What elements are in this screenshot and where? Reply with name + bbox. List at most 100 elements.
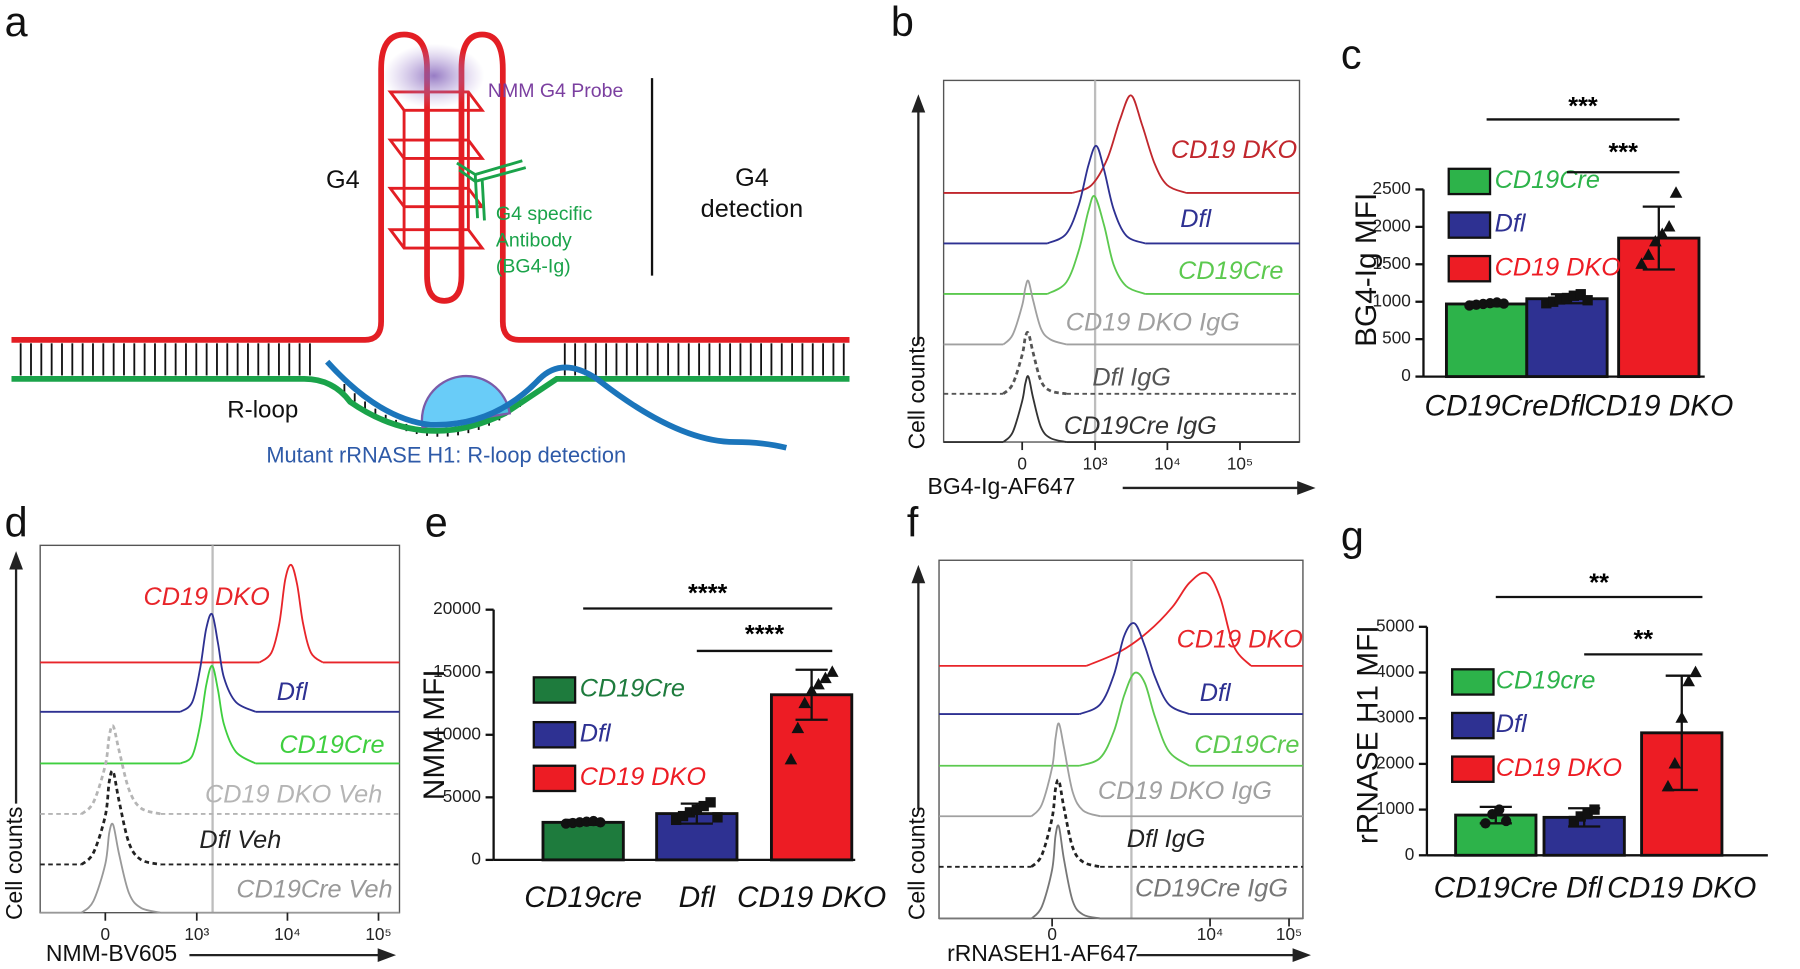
legend-label: Dfl: [1496, 710, 1528, 738]
legend-swatch: [532, 764, 577, 793]
data-point: [1494, 804, 1505, 815]
x-axis-label: BG4-Ig-AF647: [928, 473, 1076, 499]
y-axis-label: BG4-Ig MFI: [1350, 193, 1383, 347]
legend-label: CD19 DKO: [580, 763, 706, 791]
x-axis-label: NMM-BV605: [46, 940, 177, 966]
data-point: [791, 721, 805, 734]
histogram-curve: [81, 822, 161, 914]
series-label: CD19Cre IgG: [1064, 412, 1217, 440]
series-label: Dfl: [1180, 205, 1212, 233]
y-tick-label: 2000: [1376, 752, 1414, 772]
data-point: [1589, 804, 1600, 815]
series-label: CD19 DKO Veh: [205, 780, 382, 808]
diagram-label: G4: [735, 164, 769, 192]
x-tick-label: 0: [1017, 454, 1027, 474]
data-point: [1548, 296, 1559, 307]
dna-strand: [11, 376, 850, 434]
significance-label: ***: [1568, 93, 1598, 121]
legend-label: CD19Cre: [1495, 166, 1600, 194]
diagram-label: R-loop: [227, 396, 298, 423]
data-point: [1582, 808, 1593, 820]
arrow-head: [911, 564, 926, 584]
panel-label: b: [891, 0, 914, 45]
panel-label: e: [425, 500, 448, 546]
series-label: Dfl Veh: [199, 826, 281, 854]
x-tick-label: 10⁵: [1227, 454, 1253, 474]
data-point: [805, 684, 818, 696]
y-tick-label: 4000: [1376, 661, 1414, 681]
legend-swatch: [1451, 668, 1495, 696]
legend-swatch: [1451, 711, 1495, 740]
series-label: CD19 DKO: [1171, 136, 1297, 164]
x-tick-label: 10⁵: [1276, 924, 1302, 944]
y-tick-label: 0: [471, 848, 481, 868]
x-tick-label: Dfl: [1566, 872, 1604, 905]
histogram-curve: [1030, 824, 1101, 920]
series-label: CD19 DKO IgG: [1098, 777, 1272, 805]
y-tick-label: 20000: [433, 598, 481, 618]
y-tick-label: 2500: [1373, 178, 1411, 198]
x-tick-label: Dfl: [679, 881, 717, 914]
data-point: [670, 814, 682, 826]
data-point: [595, 817, 606, 828]
y-tick-label: 15000: [433, 661, 481, 681]
x-tick-label: CD19Cre: [1434, 872, 1558, 905]
data-point: [1575, 811, 1586, 822]
data-point: [1554, 294, 1566, 305]
legend-label: CD19 DKO: [1495, 253, 1621, 281]
panel-label: c: [1341, 31, 1362, 77]
data-point: [1689, 665, 1702, 678]
y-tick-label: 2000: [1373, 215, 1411, 235]
y-axis-label: Cell counts: [903, 807, 929, 920]
legend-label: Dfl: [580, 719, 612, 747]
data-point: [1649, 234, 1662, 247]
x-axis-label: rRNASEH1-AF647: [947, 940, 1138, 966]
bar: [1525, 297, 1609, 379]
y-axis-label: Cell counts: [903, 336, 929, 449]
arrow-head: [1292, 948, 1311, 963]
arrow-head: [9, 551, 23, 570]
series-label: Dfl: [277, 678, 309, 706]
legend-label: CD19cre: [1496, 667, 1596, 695]
legend-label: CD19Cre: [580, 675, 685, 703]
bar: [1542, 815, 1626, 857]
histogram-curve: [1002, 330, 1067, 396]
bar: [541, 820, 625, 862]
histogram-curve: [179, 612, 256, 713]
data-point: [1568, 290, 1580, 301]
diagram-label: NMM G4 Probe: [488, 80, 623, 102]
y-tick-label: 1000: [1373, 290, 1411, 310]
data-point: [1582, 295, 1593, 306]
legend-swatch: [532, 676, 577, 704]
y-tick-label: 3000: [1376, 707, 1414, 727]
legend-swatch: [1447, 254, 1492, 283]
data-point: [684, 807, 696, 818]
significance-label: ****: [688, 579, 727, 607]
series-label: Dfl IgG: [1092, 364, 1171, 392]
histogram-curve: [1002, 375, 1067, 443]
series-label: Dfl IgG: [1127, 825, 1206, 853]
histogram-curve: [1030, 722, 1101, 818]
y-axis-label: Cell counts: [1, 807, 27, 920]
significance-label: **: [1589, 569, 1609, 597]
legend-swatch: [1447, 167, 1492, 196]
diagram-label: Antibody: [496, 229, 572, 251]
x-tick-label: 10⁴: [274, 924, 301, 944]
quadruplex: [387, 90, 486, 250]
x-tick-label: CD19cre: [524, 881, 642, 914]
x-tick-label: 10³: [1083, 454, 1108, 474]
panel-label: f: [907, 500, 919, 546]
data-point: [691, 804, 702, 816]
arrow-head: [911, 94, 926, 113]
histogram-curve: [80, 769, 162, 866]
data-point: [1655, 227, 1669, 239]
data-point: [1668, 757, 1682, 769]
series-label: CD19Cre: [279, 731, 384, 759]
data-point: [1498, 298, 1509, 309]
x-tick-label: CD19Cre: [1424, 389, 1548, 422]
antibody: [456, 159, 527, 221]
data-point: [1500, 815, 1512, 827]
y-tick-label: 10000: [433, 723, 481, 743]
